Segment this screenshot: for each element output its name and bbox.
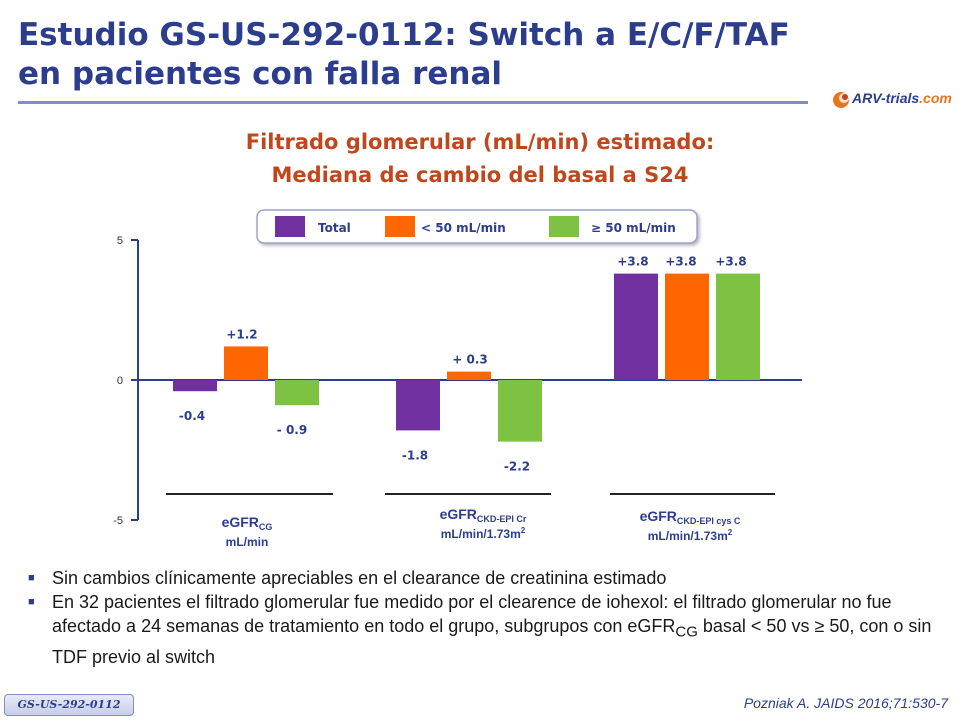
bar [614, 273, 658, 380]
bar [224, 346, 268, 380]
category-label-subscript: CKD-EPI cys C [677, 516, 741, 526]
data-label: -1.8 [402, 448, 428, 462]
legend-frame [256, 209, 698, 244]
category-label: eGFRCKD-EPI cys C [640, 508, 741, 526]
chart-title-line1: Filtrado glomerular (mL/min) estimado: [245, 130, 715, 154]
legend-label: < 50 mL/min [421, 221, 506, 235]
category-label-main: eGFR [640, 508, 677, 524]
bar [396, 380, 440, 431]
arv-logo-text: ARV-trials.com [852, 90, 952, 106]
y-tick-label: 5 [117, 235, 123, 247]
slide-title-line1: Estudio GS-US-292-0112: Switch a E/C/F/T… [18, 17, 790, 53]
study-tag-badge: GS-US-292-0112 [4, 694, 134, 716]
data-label: +1.2 [226, 327, 257, 341]
legend-swatch [275, 216, 305, 237]
data-label: - 0.9 [277, 423, 307, 437]
legend-label: ≥ 50 mL/min [591, 221, 676, 235]
data-label: +3.8 [715, 255, 746, 269]
chart-legend: Total < 50 mL/min ≥ 50 mL/min [256, 209, 698, 244]
bar [447, 371, 491, 380]
arv-trials-logo: ARV-trials.com [832, 87, 952, 109]
category-unit-text: mL/min/1.73m [441, 527, 521, 541]
category-label-main: eGFR [222, 514, 259, 530]
data-label: + 0.3 [452, 353, 488, 367]
arv-logo-icon [833, 92, 849, 108]
category-unit-text: mL/min [226, 535, 269, 549]
note-text: Sin cambios clínicamente apreciables en … [52, 568, 667, 588]
category-unit: mL/min [226, 535, 269, 549]
bar [173, 380, 217, 392]
note-item: ■ Sin cambios clínicamente apreciables en… [18, 566, 948, 590]
bullet-square-icon: ■ [28, 572, 35, 584]
arv-logo-domain: .com [919, 90, 952, 106]
category-unit-superscript: 2 [728, 528, 733, 537]
data-label: +3.8 [617, 255, 648, 269]
y-tick-label: -5 [113, 515, 123, 527]
category-label-main: eGFR [440, 506, 477, 522]
citation: Pozniak A. JAIDS 2016;71:530-7 [743, 695, 948, 711]
category-unit-text: mL/min/1.73m [648, 529, 728, 543]
bar [498, 380, 542, 442]
category-label-subscript: CKD-EPI Cr [477, 514, 527, 524]
data-label: +3.8 [665, 255, 696, 269]
note-text: En 32 pacientes el filtrado glomerular f… [52, 592, 892, 636]
chart-title-line2: Mediana de cambio del basal a S24 [271, 163, 689, 187]
note-item: ■ En 32 pacientes el filtrado glomerular … [18, 590, 948, 669]
chart-title: Filtrado glomerular (mL/min) estimado: M… [160, 126, 800, 192]
data-label: -2.2 [504, 460, 530, 474]
slide-title-line2: en pacientes con falla renal [18, 56, 503, 92]
data-label: -0.4 [179, 409, 205, 423]
bar [665, 273, 709, 380]
arv-logo-brand: ARV-trials [852, 90, 920, 106]
legend-label: Total [318, 221, 351, 235]
notes-list: ■ Sin cambios clínicamente apreciables en… [18, 566, 948, 669]
legend-swatch [549, 216, 579, 237]
category-unit: mL/min/1.73m2 [441, 526, 526, 541]
note-text-end: basal < 50 vs ≥ 50, con o sin TDF previo… [52, 616, 932, 667]
bullet-square-icon: ■ [28, 596, 35, 608]
category-unit: mL/min/1.73m2 [648, 528, 733, 543]
category-label: eGFRCKD-EPI Cr [440, 506, 527, 524]
bar [716, 273, 760, 380]
y-axis: 5 0 -5 [113, 235, 139, 527]
bar [275, 380, 319, 406]
slide-title: Estudio GS-US-292-0112: Switch a E/C/F/T… [18, 16, 808, 94]
note-subscript: CG [675, 623, 698, 641]
category-label-subscript: CG [259, 522, 273, 532]
legend-swatch [385, 216, 415, 237]
category-unit-superscript: 2 [521, 526, 526, 535]
title-divider [18, 101, 808, 104]
y-tick-label: 0 [117, 375, 123, 387]
category-label: eGFRCG [222, 514, 273, 532]
